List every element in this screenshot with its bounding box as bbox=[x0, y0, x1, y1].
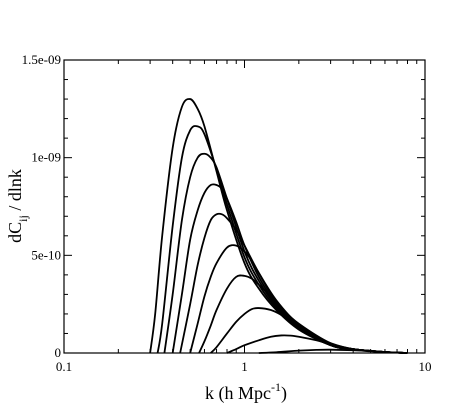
y-tick-label: 5e-10 bbox=[31, 247, 61, 262]
plot-frame bbox=[63, 59, 426, 354]
x-tick-label: 0.1 bbox=[56, 359, 72, 374]
y-tick-label: 0 bbox=[55, 345, 62, 360]
x-axis-title: k (h Mpc-1) bbox=[205, 380, 287, 404]
series-line-9 bbox=[226, 334, 408, 354]
series-line-10 bbox=[258, 348, 408, 354]
series-line-4 bbox=[171, 183, 408, 354]
x-tick-label: 1 bbox=[241, 359, 248, 374]
tick-labels: 0.1 1 10 0 5e-10 1e-09 1.5e-09 bbox=[22, 52, 432, 374]
series-lines bbox=[149, 98, 408, 354]
axis-ticks bbox=[63, 59, 426, 354]
y-tick-label: 1.5e-09 bbox=[22, 52, 61, 67]
series-line-7 bbox=[198, 274, 408, 354]
series-line-5 bbox=[179, 212, 408, 354]
x-tick-label: 10 bbox=[419, 359, 432, 374]
y-axis-title: dCij / dlnk bbox=[5, 169, 30, 243]
series-line-2 bbox=[156, 125, 408, 354]
y-tick-label: 1e-09 bbox=[31, 150, 61, 165]
